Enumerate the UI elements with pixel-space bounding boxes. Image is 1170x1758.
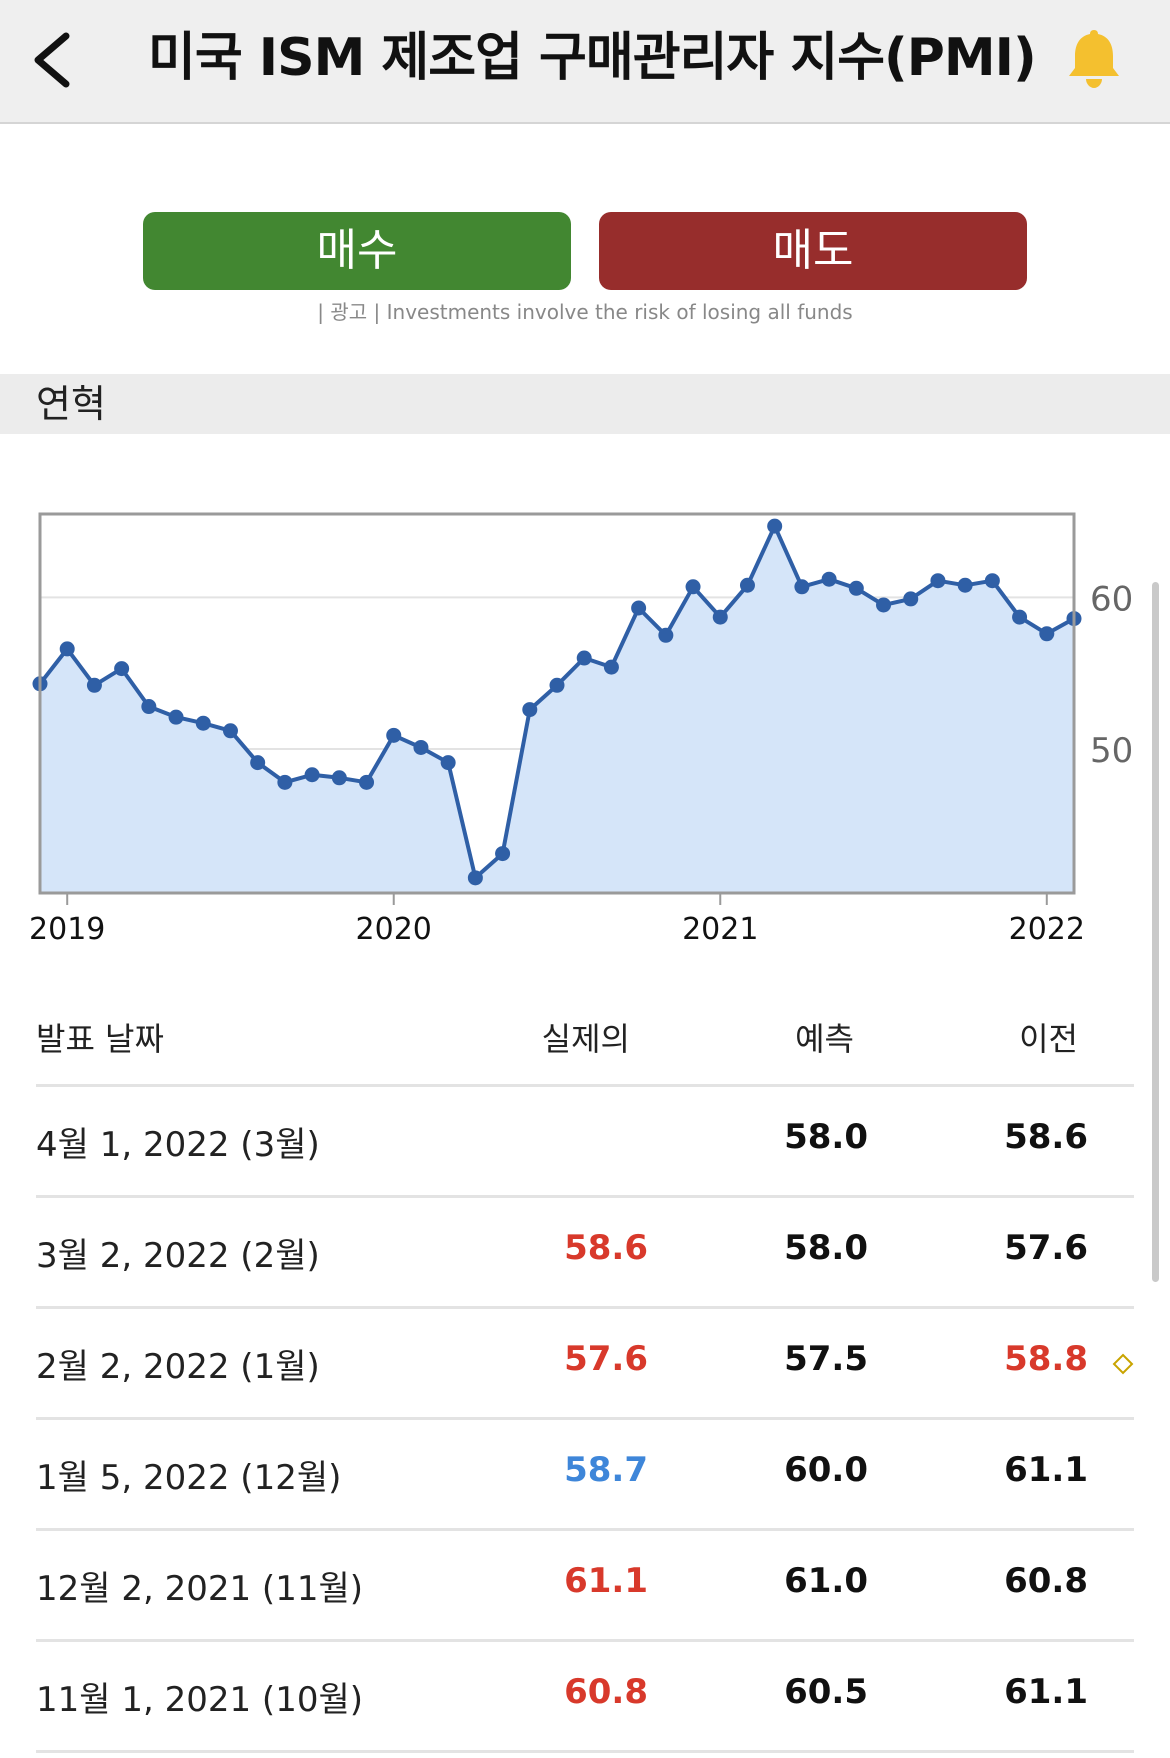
forecast-value: 60.0	[784, 1450, 868, 1490]
actual-value: 58.6	[564, 1228, 648, 1268]
page-title: 미국 ISM 제조업 구매관리자 지수(PMI)	[148, 28, 1037, 88]
chart-point[interactable]	[631, 600, 647, 616]
x-tick-label: 2020	[356, 912, 432, 947]
actual-value: 60.8	[564, 1672, 648, 1712]
chart-point[interactable]	[1012, 609, 1028, 625]
chart-point[interactable]	[250, 755, 266, 771]
section-header: 연혁	[0, 374, 1170, 434]
chart-point[interactable]	[141, 699, 157, 715]
chart-point[interactable]	[848, 580, 864, 596]
chart-point[interactable]	[903, 591, 919, 607]
chart-point[interactable]	[114, 661, 130, 677]
previous-value: 61.1	[1004, 1672, 1088, 1712]
chevron-left-icon[interactable]	[24, 28, 84, 92]
chart-point[interactable]	[794, 579, 810, 595]
chart-point[interactable]	[440, 755, 456, 771]
sell-button[interactable]: 매도	[599, 212, 1027, 290]
release-date: 4월 1, 2022 (3월)	[36, 1125, 320, 1165]
actual-value: 58.7	[564, 1450, 648, 1490]
release-date: 1월 5, 2022 (12월)	[36, 1458, 342, 1498]
chart-point[interactable]	[86, 677, 102, 693]
chart-point[interactable]	[522, 702, 538, 718]
previous-value: 57.6	[1004, 1228, 1088, 1268]
events-table: 발표 날짜 실제의 예측 이전 4월 1, 2022 (3월) 58.0 58.6 3…	[36, 980, 1134, 1753]
release-date: 3월 2, 2022 (2월)	[36, 1236, 320, 1276]
chart-point[interactable]	[685, 579, 701, 595]
y-tick-label: 50	[1090, 731, 1133, 771]
chart-point[interactable]	[467, 870, 483, 886]
chart-point[interactable]	[767, 518, 783, 534]
table-row[interactable]: 3월 2, 2022 (2월) 58.6 58.0 57.6	[36, 1198, 1134, 1309]
chart-point[interactable]	[957, 577, 973, 593]
chart-point[interactable]	[876, 597, 892, 613]
chart-point[interactable]	[658, 627, 674, 643]
history-chart: 60 50 2019 2020 2021 2022	[29, 512, 1133, 947]
ad-disclaimer: | 광고 | Investments involve the risk of l…	[317, 300, 853, 324]
table-row[interactable]: 2월 2, 2022 (1월) 57.6 57.5 58.8	[36, 1309, 1134, 1420]
chart-point[interactable]	[413, 739, 429, 755]
previous-value: 58.6	[1004, 1117, 1088, 1157]
chart-point[interactable]	[386, 727, 402, 743]
chart-point[interactable]	[495, 846, 511, 862]
forecast-value: 57.5	[784, 1339, 868, 1379]
chart-point[interactable]	[304, 767, 320, 783]
chart-point[interactable]	[195, 715, 211, 731]
release-date: 2월 2, 2022 (1월)	[36, 1347, 320, 1387]
actual-value: 61.1	[564, 1561, 648, 1601]
chart-point[interactable]	[576, 650, 592, 666]
chart-point[interactable]	[168, 709, 184, 725]
chart-frame	[38, 512, 1076, 895]
forecast-value: 61.0	[784, 1561, 868, 1601]
chart-point[interactable]	[359, 774, 375, 790]
chart-point[interactable]	[549, 677, 565, 693]
chart-point[interactable]	[277, 774, 293, 790]
header-date: 발표 날짜	[36, 1020, 164, 1058]
chart-point[interactable]	[331, 770, 347, 786]
y-tick-label: 60	[1090, 579, 1133, 619]
previous-value: 60.8	[1004, 1561, 1088, 1601]
x-tick-label: 2019	[29, 912, 105, 947]
actual-value: 57.6	[564, 1339, 648, 1379]
table-row[interactable]: 11월 1, 2021 (10월) 60.8 60.5 61.1	[36, 1642, 1134, 1753]
chart-point[interactable]	[821, 571, 837, 587]
x-tick-label: 2022	[1009, 912, 1085, 947]
buy-button[interactable]: 매수	[143, 212, 571, 290]
chart-point[interactable]	[59, 641, 75, 657]
previous-value: 58.8	[1004, 1339, 1088, 1379]
forecast-value: 60.5	[784, 1672, 868, 1712]
table-row[interactable]: 12월 2, 2021 (11월) 61.1 61.0 60.8	[36, 1531, 1134, 1642]
header-actual: 실제의	[541, 1020, 630, 1058]
revised-diamond-icon	[1112, 1353, 1134, 1375]
section-title: 연혁	[36, 382, 106, 426]
table-header: 발표 날짜 실제의 예측 이전	[36, 980, 1134, 1087]
chart-point[interactable]	[930, 573, 946, 589]
chart-area-fill	[40, 526, 1074, 893]
chart-point[interactable]	[1039, 626, 1055, 642]
previous-value: 61.1	[1004, 1450, 1088, 1490]
header-previous: 이전	[1019, 1020, 1078, 1058]
chart-point[interactable]	[222, 723, 238, 739]
header-forecast: 예측	[795, 1020, 854, 1058]
x-tick-label: 2021	[682, 912, 758, 947]
app-header: 미국 ISM 제조업 구매관리자 지수(PMI)	[0, 0, 1170, 124]
scrollbar[interactable]	[1152, 582, 1159, 1282]
bell-icon[interactable]	[1064, 26, 1124, 90]
table-row[interactable]: 1월 5, 2022 (12월) 58.7 60.0 61.1	[36, 1420, 1134, 1531]
table-row[interactable]: 4월 1, 2022 (3월) 58.0 58.6	[36, 1087, 1134, 1198]
forecast-value: 58.0	[784, 1228, 868, 1268]
chart-point[interactable]	[603, 659, 619, 675]
chart-point[interactable]	[984, 573, 1000, 589]
release-date: 12월 2, 2021 (11월)	[36, 1569, 364, 1609]
chart-point[interactable]	[712, 609, 728, 625]
forecast-value: 58.0	[784, 1117, 868, 1157]
release-date: 11월 1, 2021 (10월)	[36, 1680, 364, 1720]
chart-point[interactable]	[739, 577, 755, 593]
